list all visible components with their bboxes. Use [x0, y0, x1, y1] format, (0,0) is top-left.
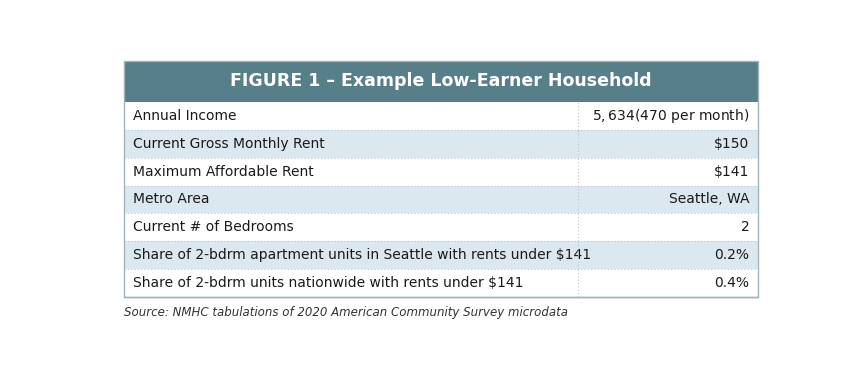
Text: Current Gross Monthly Rent: Current Gross Monthly Rent: [133, 137, 325, 151]
Text: 0.4%: 0.4%: [715, 276, 750, 290]
Text: Source: NMHC tabulations of 2020 American Community Survey microdata: Source: NMHC tabulations of 2020 America…: [124, 306, 568, 319]
Text: Annual Income: Annual Income: [133, 109, 237, 123]
Text: Maximum Affordable Rent: Maximum Affordable Rent: [133, 165, 313, 179]
Bar: [124, 102, 759, 130]
Text: Metro Area: Metro Area: [133, 193, 209, 206]
Bar: [124, 61, 759, 297]
Bar: [124, 186, 759, 214]
Text: $150: $150: [715, 137, 750, 151]
Text: 2: 2: [740, 220, 750, 234]
Text: $5,634 ($470 per month): $5,634 ($470 per month): [592, 107, 750, 125]
Text: Seattle, WA: Seattle, WA: [669, 193, 750, 206]
Bar: [124, 269, 759, 297]
Bar: [124, 214, 759, 241]
Text: Current # of Bedrooms: Current # of Bedrooms: [133, 220, 294, 234]
Bar: [124, 241, 759, 269]
Bar: [124, 130, 759, 158]
Text: $141: $141: [714, 165, 750, 179]
Bar: [124, 61, 759, 102]
Text: FIGURE 1 – Example Low-Earner Household: FIGURE 1 – Example Low-Earner Household: [231, 73, 652, 91]
Text: 0.2%: 0.2%: [715, 248, 750, 262]
Text: Share of 2-bdrm units nationwide with rents under $141: Share of 2-bdrm units nationwide with re…: [133, 276, 523, 290]
Text: Share of 2-bdrm apartment units in Seattle with rents under $141: Share of 2-bdrm apartment units in Seatt…: [133, 248, 592, 262]
Bar: [124, 158, 759, 186]
